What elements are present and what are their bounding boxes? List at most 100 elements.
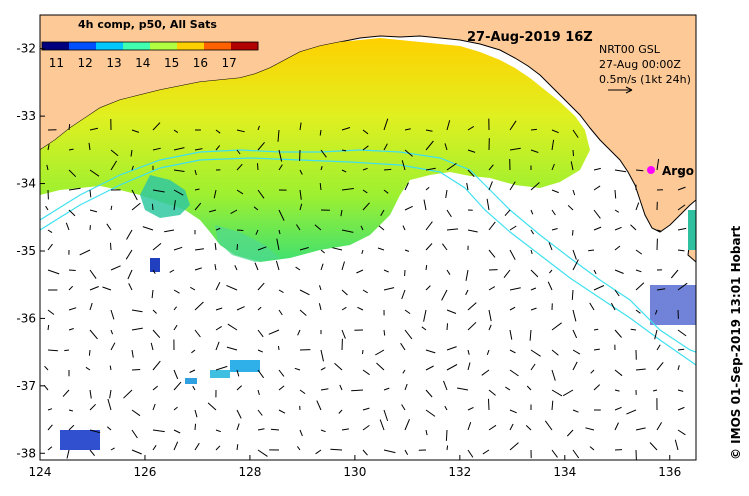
lat-tick-label: -32: [16, 42, 36, 56]
current-arrow: [635, 282, 645, 291]
credit-text: © IMOS 01-Sep-2019 13:01 Hobart: [729, 226, 743, 460]
current-arrow: [257, 428, 265, 431]
current-arrow: [551, 228, 558, 231]
current-arrow: [488, 221, 496, 231]
current-arrow: [194, 301, 204, 311]
current-arrow: [338, 409, 343, 414]
current-arrow: [47, 324, 50, 331]
current-arrow: [152, 189, 165, 193]
current-arrow: [652, 389, 658, 392]
current-arrow: [214, 242, 217, 251]
current-arrow: [131, 369, 141, 371]
current-arrow: [670, 269, 679, 279]
current-arrow: [614, 422, 619, 431]
current-arrow: [635, 368, 646, 371]
colorbar-tick-label: 12: [78, 56, 93, 70]
current-arrow: [278, 369, 285, 377]
current-arrow: [674, 439, 679, 451]
current-info: NRT00 GSL 27-Aug 00:00Z 0.5m/s (1kt 24h): [599, 43, 691, 94]
current-arrow: [89, 209, 98, 213]
current-arrow: [446, 162, 457, 171]
current-arrow: [123, 389, 133, 399]
current-arrow: [68, 424, 75, 431]
current-arrow: [319, 129, 322, 136]
current-arrow: [257, 409, 263, 416]
lon-tick-label: 126: [134, 465, 157, 479]
current-arrow: [383, 269, 389, 273]
current-arrow: [467, 422, 472, 431]
current-arrow: [152, 403, 156, 411]
current-arrow: [467, 362, 471, 371]
current-arrow: [236, 189, 244, 195]
current-arrow: [106, 223, 112, 231]
sst-pixels: [210, 370, 230, 378]
lon-tick-label: 130: [343, 465, 366, 479]
sst-pixels: [150, 258, 160, 272]
current-arrow: [339, 384, 343, 391]
current-arrow: [128, 283, 133, 291]
current-arrow: [525, 425, 532, 431]
current-arrow: [551, 389, 563, 397]
current-arrow: [362, 145, 369, 151]
current-arrow: [215, 307, 223, 311]
current-arrow: [457, 387, 469, 391]
sst-pixels: [185, 378, 197, 384]
lat-tick-label: -37: [16, 379, 36, 393]
current-arrow: [46, 164, 49, 171]
bathymetry-contour: [40, 149, 696, 353]
current-arrow: [551, 369, 556, 381]
current-arrow: [131, 349, 134, 358]
current-arrow: [509, 225, 517, 231]
current-arrow: [89, 429, 101, 434]
current-arrow: [296, 446, 301, 451]
current-arrow: [125, 249, 133, 260]
current-arrow: [383, 329, 386, 336]
bathymetry-contour-deep: [40, 157, 696, 366]
latitude-axis: -32 -33 -34 -35 -36 -37 -38: [16, 42, 45, 460]
current-info-line1: NRT00 GSL: [599, 43, 661, 56]
current-arrow: [194, 423, 196, 431]
current-arrow: [194, 188, 200, 191]
current-arrow: [319, 183, 322, 191]
current-arrow: [375, 349, 385, 356]
current-arrow: [152, 429, 165, 433]
current-arrow: [551, 449, 558, 458]
current-arrow: [294, 367, 301, 371]
current-arrow: [465, 289, 469, 296]
current-arrow: [236, 385, 243, 391]
colorbar-segment: [69, 42, 97, 50]
current-arrow: [572, 329, 578, 339]
colorbar-tick-label: 15: [164, 56, 179, 70]
current-arrow: [299, 189, 302, 200]
current-arrow: [467, 125, 475, 131]
current-arrow: [656, 422, 663, 431]
current-arrow: [257, 329, 264, 338]
current-arrow: [488, 181, 493, 191]
current-arrow: [544, 420, 553, 431]
current-arrow: [257, 141, 265, 151]
current-arrow: [465, 269, 469, 281]
current-arrow: [89, 329, 98, 340]
current-arrow: [656, 344, 661, 351]
current-arrow: [467, 449, 474, 458]
current-arrow: [295, 224, 301, 231]
current-arrow: [173, 189, 184, 196]
current-arrow: [299, 247, 309, 251]
current-arrow: [194, 267, 202, 271]
current-arrow: [677, 389, 684, 392]
current-arrow: [151, 289, 154, 299]
current-arrow: [593, 384, 601, 391]
current-arrow: [530, 363, 536, 371]
current-arrow: [110, 342, 116, 351]
current-arrow: [215, 145, 221, 151]
current-arrow: [446, 445, 449, 451]
current-arrow: [257, 189, 265, 199]
current-vectors: [43, 118, 688, 460]
current-arrow: [62, 389, 70, 397]
current-arrow: [505, 386, 511, 391]
current-arrow: [551, 400, 554, 411]
current-arrow: [64, 349, 70, 352]
current-arrow: [404, 149, 413, 157]
colorbar-tick-label: 14: [135, 56, 150, 70]
current-arrow: [446, 120, 451, 131]
